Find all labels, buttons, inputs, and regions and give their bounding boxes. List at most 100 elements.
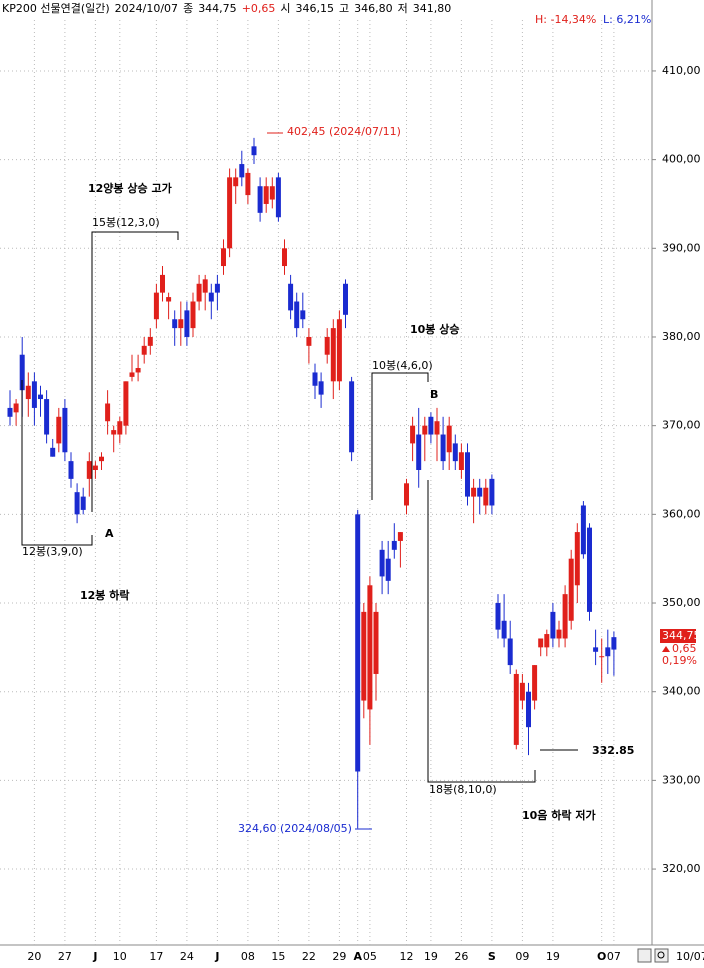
low-pct: L: 6,21%	[603, 13, 651, 26]
candle-body	[391, 540, 397, 550]
candle-body	[147, 336, 153, 346]
brackets	[21, 132, 578, 830]
candle-body	[172, 319, 178, 329]
header-part: 고	[339, 2, 349, 15]
candle-body	[355, 514, 361, 772]
x-tick-label: 27	[58, 950, 72, 963]
candle-body	[214, 283, 220, 293]
candle-body	[227, 177, 233, 249]
candle-body	[74, 492, 80, 515]
candle-body	[373, 611, 379, 674]
candle-body	[99, 456, 104, 462]
bracket	[427, 480, 536, 783]
candle-body	[599, 656, 605, 658]
candle-body	[306, 336, 312, 346]
candle-body	[221, 248, 226, 267]
candles	[7, 137, 617, 829]
date-label: 10/07	[676, 950, 704, 963]
y-tick-label: 350,00	[662, 596, 701, 609]
candle-body	[184, 310, 190, 337]
header: KP200 선물연결(일간) 2024/10/07 종 344,75 +0,65 시 346…	[2, 1, 451, 15]
annotation: A	[105, 527, 114, 540]
candle-body	[367, 585, 373, 710]
candle-body	[416, 434, 422, 470]
candle-body	[62, 407, 68, 453]
x-tick-label: 08	[241, 950, 255, 963]
annotation: 12봉(3,9,0)	[22, 545, 83, 558]
candle-body	[141, 345, 147, 355]
candle-body	[312, 372, 318, 386]
candle-body	[153, 292, 159, 320]
candle-body	[13, 403, 19, 413]
x-tick-label: 15	[271, 950, 285, 963]
x-tick-label: 07	[607, 950, 621, 963]
candle-body	[440, 434, 446, 462]
candle-body	[568, 558, 574, 621]
x-tick-label: 20	[27, 950, 41, 963]
y-tick-label: 380,00	[662, 330, 701, 343]
candle-body	[135, 368, 141, 373]
candle-body	[50, 447, 56, 457]
header-part: 종	[183, 2, 193, 15]
candle-body	[605, 647, 611, 657]
annotation: 10봉(4,6,0)	[372, 359, 433, 372]
candle-body	[477, 487, 483, 497]
header-part: 346,15	[296, 2, 335, 15]
bracket	[371, 372, 429, 500]
annotation: 10봉 상승	[410, 322, 460, 336]
candle-body	[526, 691, 531, 728]
candle-body	[550, 611, 556, 639]
candle-body	[611, 637, 617, 650]
candle-body	[562, 594, 568, 639]
header-part: 344,75	[198, 2, 237, 15]
candle-body	[587, 527, 592, 612]
annotation: B	[430, 388, 438, 401]
x-tick-label: 10	[113, 950, 127, 963]
candle-body	[324, 336, 330, 355]
header-part: 346,80	[354, 2, 393, 15]
candle-body	[257, 186, 263, 213]
x-tick-label: J	[214, 950, 219, 963]
price-box	[660, 629, 696, 643]
candle-body	[19, 354, 25, 391]
candle-body	[471, 487, 477, 497]
candle-body	[251, 146, 257, 156]
annotation: 15봉(12,3,0)	[92, 216, 160, 229]
candle-body	[38, 394, 43, 400]
x-tick-label: 19	[546, 950, 560, 963]
x-tick-label: 29	[332, 950, 346, 963]
candle-body	[160, 274, 165, 293]
candle-body	[196, 283, 202, 302]
candle-body	[452, 443, 458, 462]
candle-body	[275, 177, 281, 218]
candle-body	[336, 319, 342, 382]
candle-body	[318, 381, 324, 395]
zoom-button[interactable]	[654, 948, 669, 963]
candle-body	[446, 425, 452, 453]
candle-body	[68, 461, 74, 479]
y-tick-label: 390,00	[662, 241, 701, 254]
candle-body	[25, 385, 31, 400]
x-tick-label: O	[597, 950, 606, 963]
candle-body	[410, 425, 416, 444]
candle-body	[404, 483, 409, 506]
zoom-icon	[657, 951, 665, 959]
candle-body	[379, 549, 385, 577]
candle-body	[282, 248, 287, 267]
candle-body	[330, 328, 336, 382]
x-tick-label: 26	[454, 950, 468, 963]
candle-body	[208, 292, 214, 302]
candle-body	[44, 399, 50, 435]
candle-body	[263, 186, 269, 204]
icon-button[interactable]	[637, 948, 652, 963]
bracket	[91, 231, 179, 512]
candle-body	[129, 372, 135, 377]
candle-body	[385, 558, 391, 581]
candle-body	[123, 381, 129, 426]
y-tick-label: 340,00	[662, 685, 701, 698]
candle-body	[166, 297, 172, 302]
candle-body	[245, 172, 251, 196]
y-tick-label: 400,00	[662, 153, 701, 166]
candle-body	[190, 301, 196, 329]
